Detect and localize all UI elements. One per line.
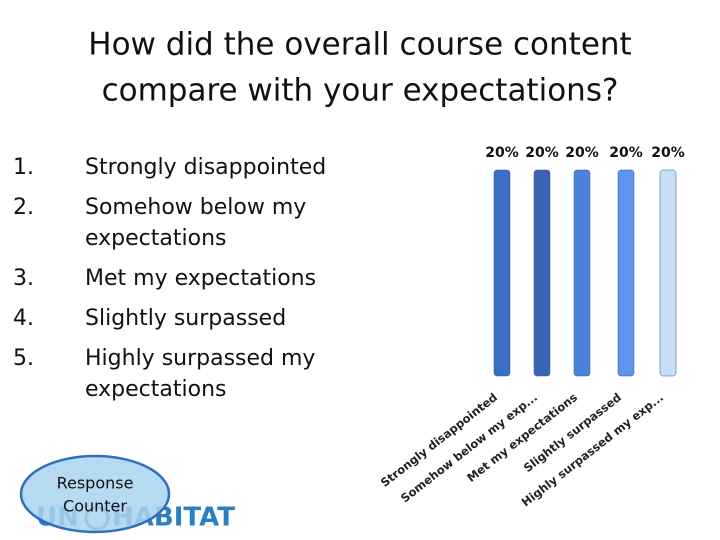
bar <box>493 169 511 377</box>
list-item: expectations <box>85 226 226 251</box>
list-item: expectations <box>85 377 226 402</box>
list-item: Met my expectations <box>85 266 316 291</box>
list-item: Somehow below my <box>85 195 306 220</box>
list-number: 1. <box>13 155 34 180</box>
value-label: 20% <box>485 145 519 161</box>
list-item: Highly surpassed my <box>85 346 315 371</box>
bar <box>573 169 591 377</box>
bar <box>533 169 551 377</box>
slide-title: How did the overall course content <box>88 27 631 63</box>
list-item: Strongly disappointed <box>85 155 326 180</box>
button-shape[interactable] <box>19 454 171 534</box>
value-label: 20% <box>565 145 599 161</box>
list-number: 4. <box>13 306 34 331</box>
bar <box>617 169 635 377</box>
value-label: 20% <box>525 145 559 161</box>
slide-title: compare with your expectations? <box>102 73 619 109</box>
button-label[interactable]: Response <box>57 474 134 493</box>
value-label: 20% <box>651 145 685 161</box>
list-number: 5. <box>13 346 34 371</box>
list-item: Slightly surpassed <box>85 306 286 331</box>
response-counter-button[interactable]: Response Counter <box>19 454 171 534</box>
list-number: 3. <box>13 266 34 291</box>
button-label[interactable]: Counter <box>63 497 127 516</box>
value-label: 20% <box>609 145 643 161</box>
list-number: 2. <box>13 195 34 220</box>
bar <box>659 169 677 377</box>
